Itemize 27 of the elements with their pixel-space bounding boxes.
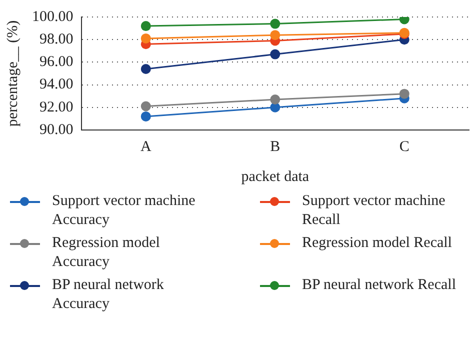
point (140, 33, 151, 44)
legend-label: Regression model Recall (302, 234, 453, 253)
x-tick-label: C (399, 138, 410, 155)
y-tick-label: 94.00 (40, 76, 74, 93)
point (270, 49, 280, 60)
legend-label: BP neural network Recall (302, 276, 457, 295)
legend-label: Support vector machine Recall (302, 192, 446, 230)
point (399, 88, 410, 99)
x-tick-label: A (140, 138, 152, 155)
y-tick-label: 98.00 (40, 32, 74, 48)
point (140, 111, 151, 122)
point (270, 94, 280, 104)
x-tick-label: B (270, 138, 280, 155)
y-tick-label: 100.00 (32, 8, 74, 25)
point (270, 30, 280, 40)
x-axis-title: packet data (241, 168, 310, 185)
y-tick-label: 90.00 (40, 122, 74, 138)
y-tick-label: 92.00 (40, 99, 74, 116)
point (140, 64, 151, 74)
legend-label: Regression model Accuracy (52, 234, 161, 272)
point (270, 18, 280, 29)
y-tick-label: 96.00 (40, 54, 74, 70)
y-axis-title: percentage__ (%) (4, 20, 21, 127)
legend-label: BP neural network Accuracy (52, 276, 165, 314)
point (140, 21, 151, 32)
legend-label: Support vector machine Accuracy (52, 192, 196, 230)
point (140, 101, 151, 112)
